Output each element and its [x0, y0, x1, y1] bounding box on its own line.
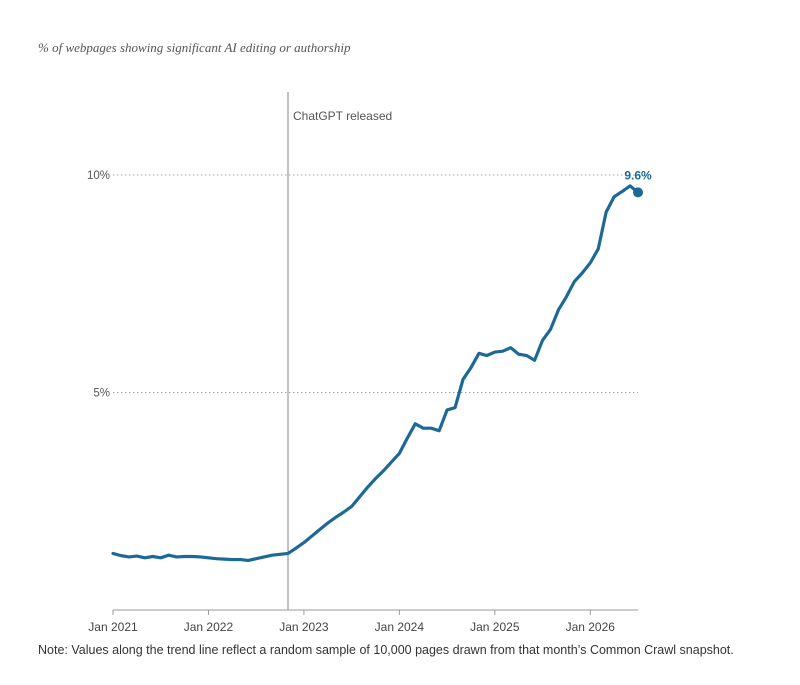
x-tick-label: Jan 2024 [375, 620, 425, 634]
x-axis: Jan 2021 Jan 2022 Jan 2023 Jan 2024 Jan 2025… [88, 609, 638, 634]
y-axis-labels: 5% 10% [87, 170, 110, 400]
reference-line-group: ChatGPT released [287, 92, 392, 610]
chart-title: % of webpages showing significant AI edi… [38, 40, 351, 55]
chatgpt-release-label: ChatGPT released [293, 109, 392, 123]
end-point-label: 9.6% [624, 168, 652, 182]
x-tick-label: Jan 2021 [88, 620, 138, 634]
y-tick-label: 5% [93, 388, 110, 400]
x-tick-label: Jan 2025 [470, 620, 520, 634]
series-line [111, 184, 640, 563]
end-point-marker [633, 187, 643, 198]
gridlines [113, 174, 638, 393]
annotations: 9.6% [624, 168, 652, 198]
x-tick-label: Jan 2023 [279, 620, 329, 634]
y-tick-label: 10% [87, 170, 110, 182]
x-tick-label: Jan 2026 [566, 620, 616, 634]
chart-note: Note: Values along the trend line reflec… [38, 643, 734, 657]
series-group [111, 184, 640, 563]
x-tick-label: Jan 2022 [184, 620, 234, 634]
